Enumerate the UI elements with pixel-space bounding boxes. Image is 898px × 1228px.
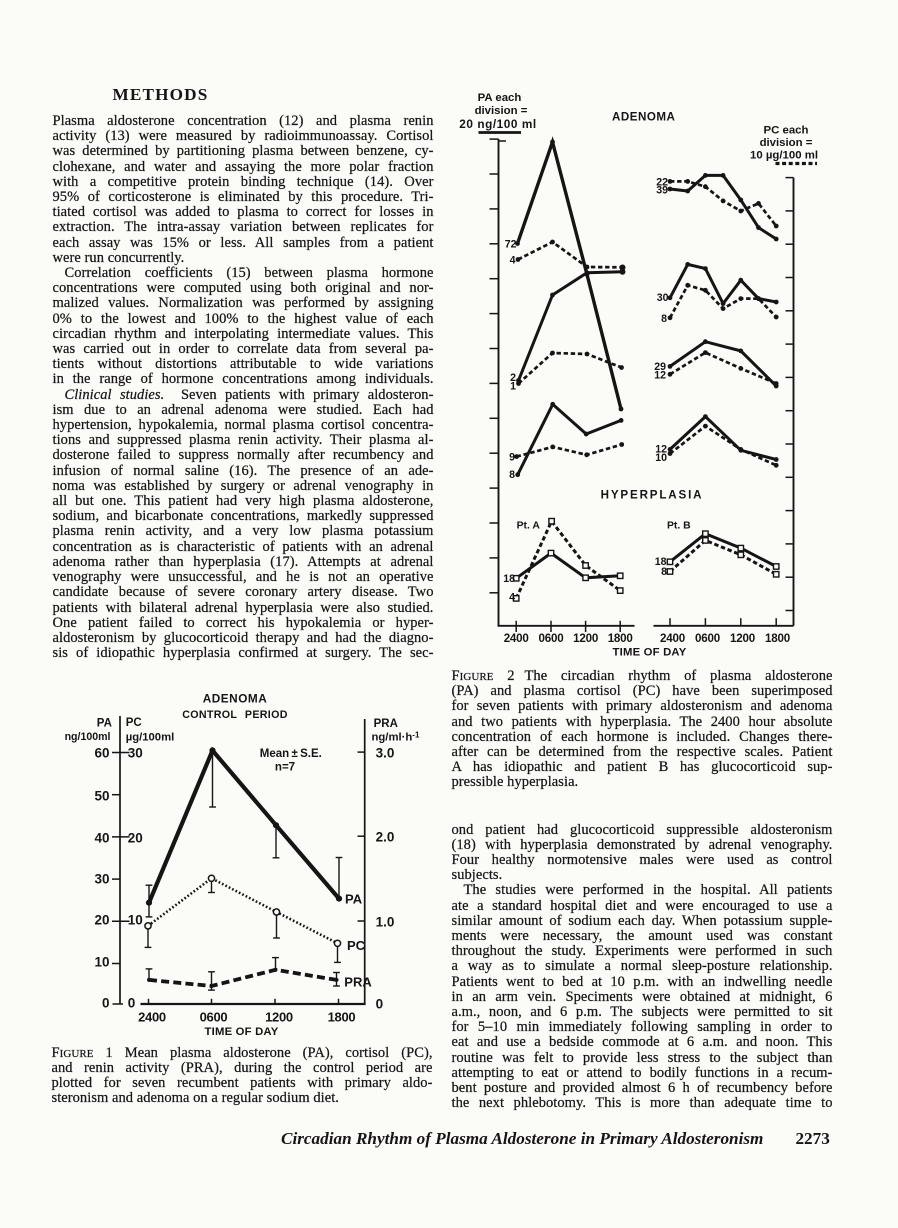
svg-text:20 ng/100 ml: 20 ng/100 ml — [459, 117, 536, 131]
svg-text:22: 22 — [656, 177, 668, 189]
svg-text:10: 10 — [128, 913, 143, 928]
svg-text:PC: PC — [347, 938, 366, 953]
svg-text:0: 0 — [102, 996, 110, 1011]
svg-text:TIME OF DAY: TIME OF DAY — [205, 1026, 279, 1038]
svg-text:2400: 2400 — [660, 632, 685, 645]
svg-text:1200: 1200 — [265, 1010, 293, 1025]
svg-text:1: 1 — [510, 380, 516, 392]
svg-text:20: 20 — [128, 831, 143, 846]
svg-text:ADENOMA: ADENOMA — [203, 692, 267, 706]
svg-text:29: 29 — [654, 361, 666, 373]
svg-text:39: 39 — [656, 185, 668, 197]
svg-text:µg/100ml: µg/100ml — [126, 732, 175, 744]
svg-text:3.0: 3.0 — [376, 746, 395, 761]
svg-text:PA: PA — [345, 892, 363, 907]
svg-text:division =: division = — [475, 105, 528, 117]
svg-text:1.0: 1.0 — [376, 915, 395, 930]
svg-text:1800: 1800 — [328, 1010, 356, 1025]
svg-text:12: 12 — [654, 370, 666, 382]
svg-text:50: 50 — [94, 789, 109, 804]
svg-text:1200: 1200 — [730, 632, 755, 645]
svg-text:72: 72 — [505, 239, 517, 251]
svg-text:CONTROL PERIOD: CONTROL PERIOD — [182, 709, 287, 721]
svg-text:30: 30 — [94, 872, 109, 887]
svg-text:ng/ml·h-1: ng/ml·h-1 — [372, 730, 420, 743]
svg-text:30: 30 — [657, 292, 669, 304]
svg-text:4: 4 — [509, 592, 515, 604]
svg-text:PRA: PRA — [374, 718, 398, 730]
svg-text:18: 18 — [655, 556, 667, 568]
svg-text:PRA: PRA — [344, 975, 372, 990]
svg-text:10 µg/100 ml: 10 µg/100 ml — [750, 150, 818, 162]
svg-text:n=7: n=7 — [275, 762, 295, 774]
svg-text:8: 8 — [509, 469, 515, 481]
svg-text:PA each: PA each — [478, 92, 522, 104]
svg-text:0: 0 — [128, 996, 136, 1011]
svg-text:HYPERPLASIA: HYPERPLASIA — [601, 489, 704, 502]
svg-text:PA: PA — [97, 718, 112, 730]
svg-text:9: 9 — [509, 452, 515, 464]
svg-text:0600: 0600 — [695, 632, 720, 645]
svg-text:Mean ± S.E.: Mean ± S.E. — [260, 748, 322, 760]
svg-text:division =: division = — [760, 137, 813, 149]
svg-text:Pt. B: Pt. B — [667, 521, 691, 532]
svg-text:60: 60 — [94, 746, 109, 761]
svg-text:0600: 0600 — [539, 632, 564, 645]
svg-text:18: 18 — [503, 573, 515, 585]
svg-text:10: 10 — [655, 452, 667, 464]
svg-text:ng/100ml: ng/100ml — [65, 731, 111, 743]
svg-text:1800: 1800 — [765, 632, 790, 645]
svg-text:8: 8 — [661, 313, 667, 325]
svg-text:0: 0 — [376, 997, 384, 1012]
svg-text:TIME OF DAY: TIME OF DAY — [613, 647, 687, 659]
svg-text:8: 8 — [661, 566, 667, 578]
svg-text:10: 10 — [94, 955, 109, 970]
svg-text:0600: 0600 — [200, 1010, 228, 1025]
svg-text:2: 2 — [510, 372, 516, 384]
svg-text:PC each: PC each — [764, 125, 809, 137]
svg-text:2.0: 2.0 — [376, 830, 395, 845]
svg-text:12: 12 — [655, 444, 667, 456]
svg-text:PC: PC — [126, 717, 142, 729]
svg-text:2400: 2400 — [138, 1010, 166, 1025]
svg-text:40: 40 — [94, 831, 109, 846]
svg-text:1200: 1200 — [573, 632, 598, 645]
svg-text:Pt. A: Pt. A — [517, 521, 541, 532]
svg-text:ADENOMA: ADENOMA — [612, 111, 676, 124]
svg-text:30: 30 — [128, 746, 143, 761]
svg-text:1800: 1800 — [608, 632, 633, 645]
svg-text:2400: 2400 — [504, 632, 529, 645]
svg-text:4: 4 — [510, 255, 516, 267]
svg-text:20: 20 — [94, 913, 109, 928]
